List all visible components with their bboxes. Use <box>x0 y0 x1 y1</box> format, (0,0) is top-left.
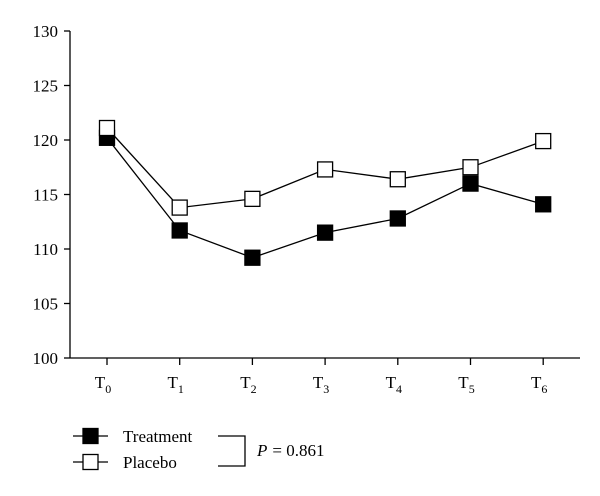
x-tick-label-T2: T2 <box>240 373 256 396</box>
p-value: = 0.861 <box>272 441 324 460</box>
y-tick-label-105: 105 <box>33 295 59 314</box>
axes: 100 105 110 115 120 125 130 T0 T1 T2 T3 T4 T5 T6 <box>33 22 580 396</box>
y-tick-label-100: 100 <box>33 349 59 368</box>
y-ticks: 100 105 110 115 120 125 130 <box>33 22 70 368</box>
data-point-placebo-2 <box>244 190 261 208</box>
x-ticks: T0 T1 T2 T3 T4 T5 T6 <box>95 358 547 396</box>
data-point-placebo-4 <box>389 171 406 188</box>
data-point-placebo-1 <box>171 199 188 216</box>
legend-entry-treatment: Treatment <box>73 427 193 446</box>
data-point-treatment-1 <box>171 222 188 239</box>
y-tick-label-130: 130 <box>33 22 59 41</box>
data-point-treatment-3 <box>316 224 334 241</box>
data-point-treatment-4 <box>389 210 406 227</box>
x-tick-label-T5: T5 <box>458 373 474 396</box>
legend-bracket <box>218 435 246 467</box>
legend: Treatment Placebo P = 0.861 <box>73 427 324 472</box>
series-treatment <box>98 129 552 266</box>
x-tick-label-T1: T1 <box>168 373 184 396</box>
y-tick-label-115: 115 <box>33 186 58 205</box>
x-tick-label-T6: T6 <box>531 373 547 396</box>
y-tick-label-110: 110 <box>33 240 58 259</box>
x-tick-label-T3: T3 <box>313 373 329 396</box>
data-point-placebo-5 <box>462 159 479 176</box>
p-value-annotation: P = 0.861 <box>256 441 324 460</box>
y-tick-label-125: 125 <box>33 77 59 96</box>
data-point-treatment-2 <box>244 249 261 266</box>
series-placebo <box>98 119 552 216</box>
data-point-placebo-3 <box>316 161 334 178</box>
series-layer <box>98 119 552 266</box>
data-point-placebo-6 <box>535 132 552 150</box>
p-symbol: P <box>256 441 267 460</box>
data-point-treatment-6 <box>535 196 552 213</box>
y-tick-label-120: 120 <box>33 131 59 150</box>
x-tick-label-T4: T4 <box>386 373 402 396</box>
legend-entry-placebo: Placebo <box>73 453 177 472</box>
data-point-placebo-0 <box>98 119 116 137</box>
legend-placebo-marker <box>82 453 99 471</box>
legend-treatment-label: Treatment <box>123 427 193 446</box>
x-tick-label-T0: T0 <box>95 373 111 396</box>
legend-treatment-marker <box>82 427 99 445</box>
legend-placebo-label: Placebo <box>123 453 177 472</box>
data-point-treatment-5 <box>462 175 479 192</box>
